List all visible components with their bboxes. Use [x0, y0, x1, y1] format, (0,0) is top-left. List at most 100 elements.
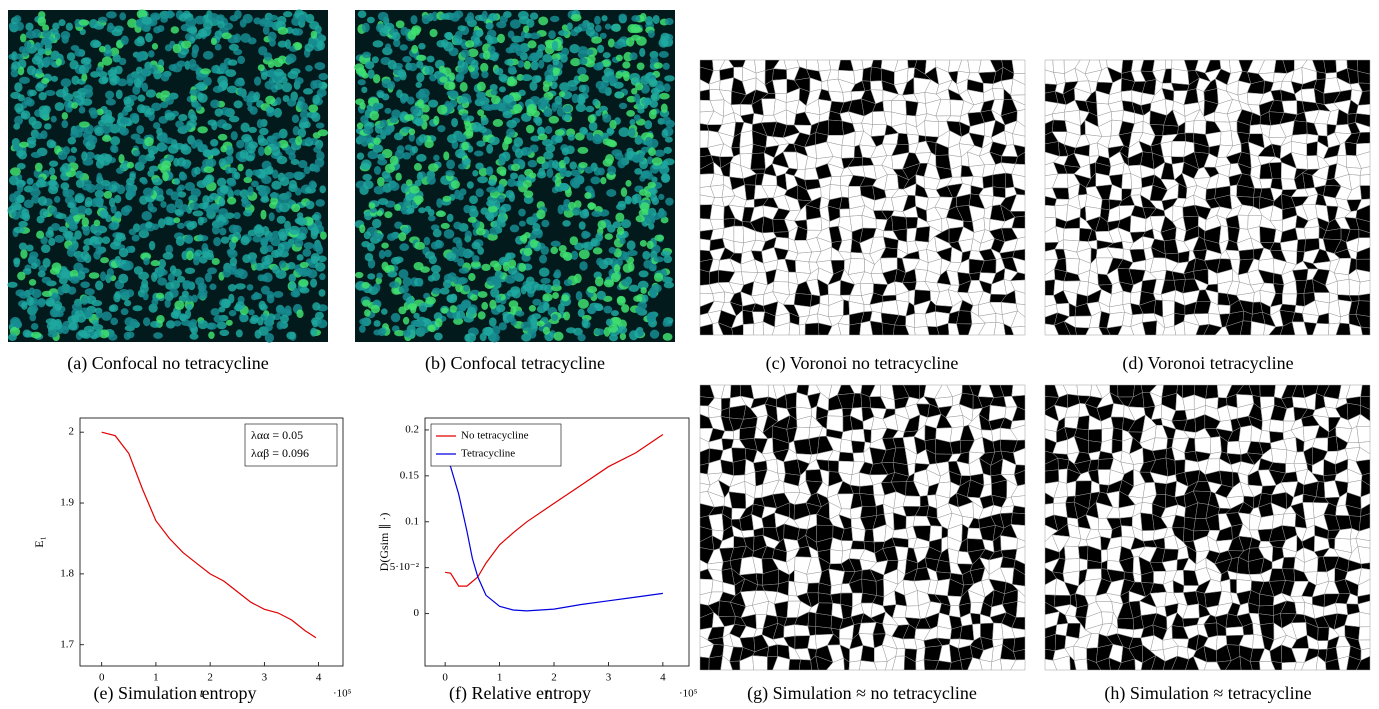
nucleus	[600, 177, 606, 184]
nucleus	[208, 332, 215, 339]
nucleus	[83, 85, 93, 94]
nucleus	[566, 327, 576, 333]
nucleus	[456, 73, 465, 80]
nucleus	[71, 76, 79, 85]
nucleus	[436, 198, 442, 208]
nucleus	[56, 58, 62, 66]
nucleus	[578, 299, 589, 309]
nucleus	[49, 167, 55, 176]
nucleus	[186, 27, 197, 34]
nucleus	[619, 103, 627, 109]
nucleus	[304, 121, 311, 128]
nucleus	[320, 231, 327, 239]
cell	[1123, 291, 1131, 305]
nucleus	[594, 134, 600, 140]
nucleus	[272, 265, 280, 273]
nucleus	[61, 31, 71, 40]
nucleus	[286, 54, 296, 63]
nucleus	[579, 58, 588, 65]
nucleus	[298, 15, 307, 23]
nucleus	[664, 158, 675, 165]
nucleus	[665, 18, 674, 25]
nucleus	[51, 116, 57, 123]
nucleus	[362, 174, 371, 181]
nucleus	[99, 209, 108, 219]
cell	[853, 453, 865, 462]
nucleus	[443, 151, 449, 160]
nucleus	[361, 137, 369, 147]
nucleus	[509, 300, 519, 308]
nucleus	[405, 194, 413, 202]
nucleus	[411, 25, 421, 34]
nucleus	[309, 21, 319, 30]
nucleus	[195, 103, 201, 111]
nucleus	[181, 40, 191, 48]
cell	[840, 209, 850, 217]
nucleus	[472, 170, 478, 177]
nucleus	[410, 186, 420, 194]
nucleus	[54, 196, 60, 203]
nucleus	[554, 269, 561, 278]
nucleus	[538, 44, 546, 51]
nucleus	[595, 276, 604, 286]
nucleus	[499, 74, 508, 82]
nucleus	[357, 122, 364, 129]
nucleus	[277, 16, 286, 25]
nucleus	[382, 127, 392, 136]
nucleus	[431, 272, 440, 281]
cell	[839, 452, 854, 462]
nucleus	[304, 242, 314, 249]
nucleus	[579, 261, 587, 270]
nucleus	[116, 167, 124, 173]
nucleus	[248, 141, 258, 148]
nucleus	[45, 230, 54, 238]
nucleus	[562, 220, 571, 227]
nucleus	[537, 171, 546, 178]
nucleus	[289, 274, 296, 283]
nucleus	[48, 206, 57, 215]
nucleus	[640, 240, 647, 247]
nucleus	[21, 112, 28, 118]
nucleus	[133, 305, 143, 311]
nucleus	[648, 30, 655, 38]
nucleus	[436, 211, 446, 217]
nucleus	[659, 51, 669, 58]
nucleus	[634, 168, 642, 174]
nucleus	[29, 314, 36, 322]
cell	[864, 429, 872, 443]
nucleus	[179, 204, 189, 212]
nucleus	[278, 173, 286, 182]
cell	[851, 441, 865, 453]
cell	[1260, 227, 1276, 243]
nucleus	[119, 248, 128, 257]
nucleus	[57, 286, 64, 295]
nucleus	[46, 300, 55, 306]
nucleus	[186, 251, 193, 261]
nucleus	[555, 135, 563, 143]
nucleus	[419, 303, 427, 313]
nucleus	[261, 72, 267, 80]
cell	[1360, 174, 1370, 185]
nucleus	[513, 104, 522, 114]
cell	[743, 324, 754, 335]
nucleus	[361, 87, 367, 94]
nucleus	[156, 315, 165, 323]
cell	[1075, 316, 1092, 328]
nucleus	[136, 67, 143, 74]
nucleus	[523, 248, 532, 256]
nucleus	[123, 96, 131, 104]
nucleus	[117, 79, 127, 87]
nucleus	[26, 296, 33, 306]
nucleus	[661, 251, 671, 257]
nucleus	[214, 315, 225, 323]
nucleus	[444, 229, 455, 239]
nucleus	[474, 151, 484, 157]
nucleus	[529, 81, 537, 91]
nucleus	[79, 19, 90, 25]
nucleus	[72, 303, 82, 311]
nucleus	[11, 202, 22, 210]
nucleus	[219, 198, 226, 206]
nucleus	[458, 59, 465, 68]
nucleus	[634, 27, 643, 33]
nucleus	[598, 220, 607, 229]
